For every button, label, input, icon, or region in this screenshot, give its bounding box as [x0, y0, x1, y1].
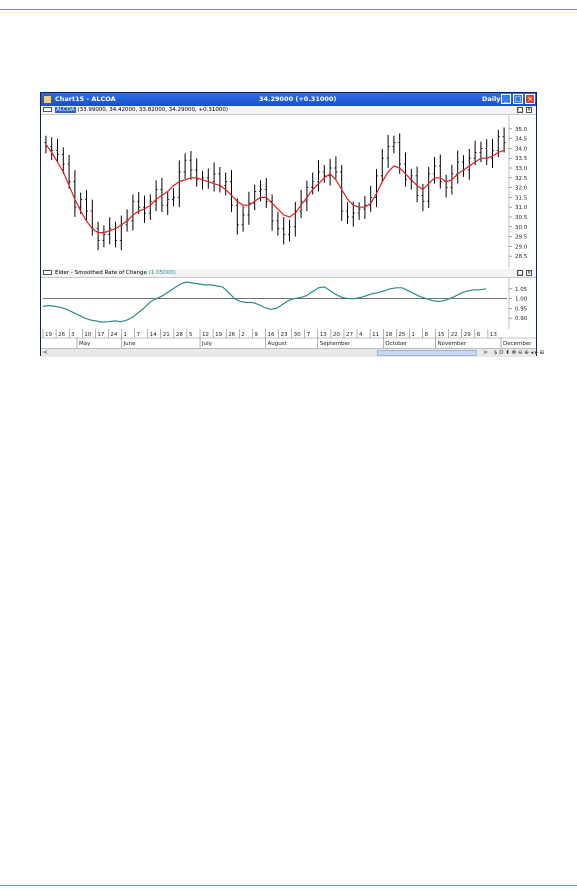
day-tick-label: 19 — [45, 332, 52, 338]
day-tick-label: 21 — [163, 332, 170, 338]
day-tick-label: 27 — [346, 332, 353, 338]
day-tick-label: 25 — [398, 332, 405, 338]
price-tick-label: 34.5 — [515, 137, 528, 143]
day-tick-label: 7 — [307, 332, 311, 338]
scrollbar-thumb[interactable] — [377, 350, 477, 356]
indicator-pane-header: Elder - Smoothed Rate of Change (1.05000… — [41, 269, 536, 278]
window-title: Chart15 - ALCOA — [55, 95, 116, 103]
month-tick-label: November — [438, 341, 467, 347]
day-tick-label: 11 — [372, 332, 379, 338]
day-tick-label: 10 — [84, 332, 91, 338]
close-button[interactable]: × — [525, 94, 535, 104]
price-tick-label: 30.5 — [515, 215, 528, 221]
indicator-pane-close-button[interactable]: × — [526, 270, 532, 276]
day-tick-label: 9 — [254, 332, 258, 338]
day-tick-label: 5 — [189, 332, 193, 338]
indicator-tick-label: 0.90 — [515, 316, 528, 322]
price-pane-values: (33.99000, 34.42000, 33.82000, 34.29000,… — [77, 107, 229, 113]
month-tick-label: May — [79, 341, 91, 347]
title-bar[interactable]: Chart15 - ALCOA 34.29000 (+0.31000) Dail… — [41, 93, 536, 106]
period-label[interactable]: Daily — [482, 95, 501, 103]
day-tick-label: 6 — [477, 332, 481, 338]
day-tick-label: 1 — [411, 332, 415, 338]
price-tick-label: 29.0 — [515, 244, 528, 250]
price-tick-label: 33.5 — [515, 156, 528, 162]
day-tick-label: 12 — [202, 332, 209, 338]
month-tick-label: October — [385, 341, 408, 347]
chart-tool-icons[interactable]: $ D ⬍ ✥ ⊖ ⊕ ◂ ▸ ⊞ — [494, 350, 545, 356]
price-pane-restore-button[interactable]: □ — [517, 107, 523, 113]
scroll-left-arrow[interactable]: < — [43, 349, 49, 356]
day-tick-label: 16 — [267, 332, 274, 338]
price-tick-label: 31.5 — [515, 195, 528, 201]
price-tick-label: 32.5 — [515, 176, 528, 182]
date-axis-background — [41, 329, 536, 348]
day-tick-label: 28 — [176, 332, 183, 338]
price-pane-header-text: ALCOA (33.99000, 34.42000, 33.82000, 34.… — [55, 106, 228, 114]
price-pane-close-button[interactable]: × — [526, 107, 532, 113]
chart-window-icon[interactable] — [43, 95, 52, 104]
month-tick-label: December — [503, 341, 532, 347]
indicator-tick-label: 1.00 — [515, 297, 528, 303]
price-tick-label: 35.0 — [515, 127, 528, 133]
day-tick-label: 30 — [294, 332, 301, 338]
day-tick-label: 19 — [215, 332, 222, 338]
scroll-right-arrow[interactable]: > — [483, 349, 489, 356]
indicator-line — [42, 281, 487, 323]
month-tick-label: July — [201, 341, 213, 347]
price-tick-label: 31.0 — [515, 205, 528, 211]
day-tick-label: 18 — [385, 332, 392, 338]
day-tick-label: 22 — [451, 332, 458, 338]
price-tick-label: 28.5 — [515, 254, 528, 260]
day-tick-label: 13 — [320, 332, 327, 338]
price-tick-label: 29.5 — [515, 235, 528, 241]
month-tick-label: June — [123, 341, 137, 347]
day-tick-label: 14 — [150, 332, 157, 338]
price-tick-label: 34.0 — [515, 146, 528, 152]
indicator-pane-title: Elder - Smoothed Rate of Change — [55, 270, 147, 276]
day-tick-label: 23 — [281, 332, 288, 338]
day-tick-label: 8 — [424, 332, 428, 338]
day-tick-label: 26 — [58, 332, 65, 338]
price-pane-header: ALCOA (33.99000, 34.42000, 33.82000, 34.… — [41, 106, 536, 115]
day-tick-label: 20 — [333, 332, 340, 338]
pane-box-icon[interactable] — [43, 270, 52, 275]
month-tick-label: August — [267, 341, 287, 347]
date-axis: 19 26 3 10 17 24 1 7 14 21 28 5 12 19 26 2 9 16 23 30 7 13 20 2… — [41, 329, 536, 348]
day-tick-label: 24 — [110, 332, 117, 338]
price-readout: 34.29000 (+0.31000) — [259, 95, 337, 103]
day-tick-label: 17 — [97, 332, 104, 338]
indicator-chart[interactable]: 1.05 1.00 0.95 0.90 — [41, 278, 536, 329]
day-tick-label: 2 — [241, 332, 245, 338]
day-tick-label: 15 — [438, 332, 445, 338]
day-tick-label: 3 — [71, 332, 75, 338]
pane-box-icon[interactable] — [43, 107, 52, 112]
horizontal-scrollbar[interactable]: < > $ D ⬍ ✥ ⊖ ⊕ ◂ ▸ ⊞ — [41, 348, 544, 357]
minimize-button[interactable]: _ — [501, 94, 511, 104]
day-tick-label: 4 — [359, 332, 363, 338]
chart-window: Chart15 - ALCOA 34.29000 (+0.31000) Dail… — [40, 92, 544, 357]
indicator-pane-header-text: Elder - Smoothed Rate of Change (1.05000… — [55, 269, 176, 277]
day-tick-label: 7 — [137, 332, 141, 338]
day-tick-label: 29 — [464, 332, 471, 338]
price-tick-label: 33.0 — [515, 166, 528, 172]
indicator-pane-restore-button[interactable]: □ — [517, 270, 523, 276]
bottom-rule — [0, 885, 577, 886]
price-pane-symbol: ALCOA — [55, 107, 76, 113]
day-tick-label: 1 — [124, 332, 128, 338]
price-tick-label: 30.0 — [515, 225, 528, 231]
maximize-button[interactable]: □ — [513, 94, 523, 104]
indicator-tick-label: 1.05 — [515, 287, 528, 293]
moving-average-line — [45, 144, 505, 234]
price-chart[interactable]: 35.0 34.5 34.0 33.5 33.0 32.5 32.0 31.5 31.0 30.5… — [41, 115, 536, 268]
indicator-tick-label: 0.95 — [515, 306, 528, 312]
price-tick-label: 32.0 — [515, 186, 528, 192]
day-tick-label: 13 — [490, 332, 497, 338]
day-tick-label: 26 — [228, 332, 235, 338]
top-rule — [0, 9, 577, 10]
indicator-pane-value: (1.05000) — [148, 270, 176, 276]
month-tick-label: September — [320, 341, 351, 347]
